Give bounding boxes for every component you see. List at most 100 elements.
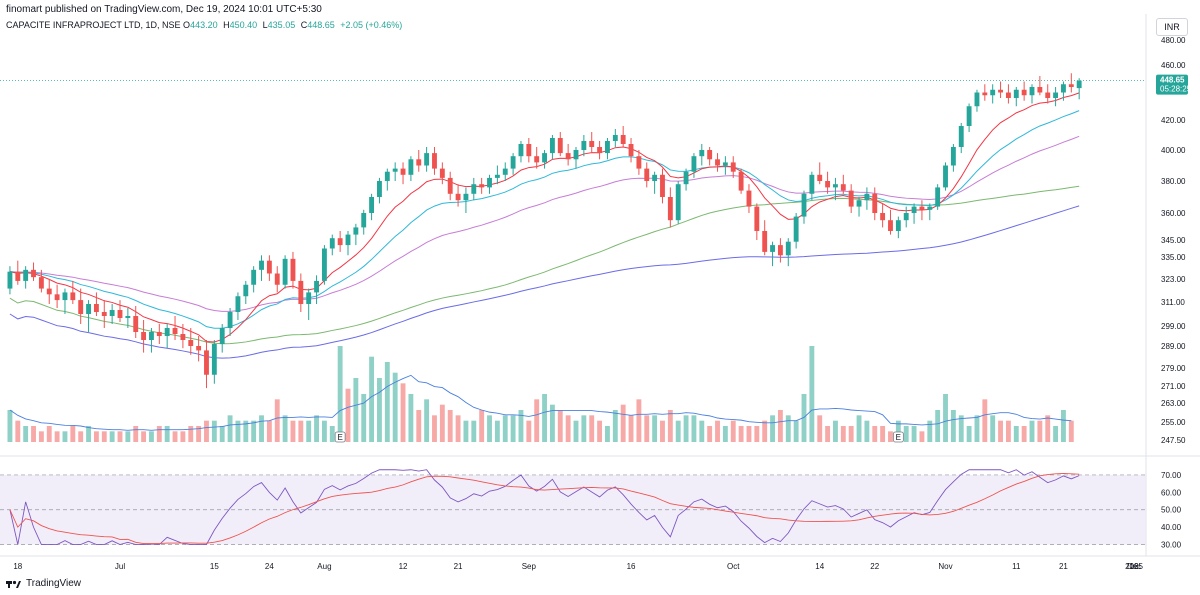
footer-brand[interactable]: TradingView — [26, 578, 82, 589]
ema-line-10 — [9, 92, 1080, 343]
candle — [384, 168, 390, 191]
earnings-marker-label: E — [337, 433, 342, 442]
open-label: O — [183, 20, 191, 30]
candle — [777, 238, 783, 263]
candle-body — [754, 206, 760, 231]
candle-body — [487, 177, 492, 188]
candle — [825, 171, 831, 194]
volume-bar — [455, 415, 461, 442]
price-tick-label: 460.00 — [1161, 61, 1186, 70]
volume-bar — [345, 388, 351, 442]
volume-bar — [542, 394, 547, 442]
rsi-line — [9, 469, 1080, 545]
candle — [754, 203, 760, 240]
candles — [7, 73, 1082, 389]
earnings-marker-box — [334, 431, 346, 443]
candle — [1076, 78, 1082, 100]
volume-bar — [1037, 420, 1043, 442]
volume-bar — [856, 415, 862, 442]
candle — [455, 184, 461, 207]
volume-bar — [204, 420, 209, 442]
candle-body — [101, 312, 107, 316]
candle — [329, 234, 335, 256]
tradingview-logo-icon — [6, 580, 21, 588]
volume-bar — [982, 399, 988, 442]
currency-badge[interactable]: INR — [1156, 18, 1188, 36]
candle — [471, 177, 477, 201]
candle — [746, 184, 752, 213]
candle — [487, 174, 492, 194]
candle — [557, 132, 563, 157]
volume-bar — [510, 415, 516, 442]
price-tick-label: 335.00 — [1161, 253, 1186, 262]
rsi-tick-label: 40.00 — [1161, 523, 1182, 532]
symbol-name[interactable]: CAPACITE INFRAPROJECT LTD, 1D, NSE — [6, 20, 181, 30]
candle — [31, 262, 36, 281]
candle-body — [54, 294, 60, 301]
footer: TradingView — [6, 578, 81, 589]
candle-body — [1068, 84, 1074, 87]
candle-body — [266, 260, 272, 274]
time-tick-label: 22 — [870, 562, 879, 571]
candle-body — [384, 171, 390, 181]
volume-bar — [62, 431, 68, 442]
candle — [943, 162, 948, 191]
volume-bar — [149, 431, 154, 442]
volume-bar — [762, 420, 768, 442]
candle — [133, 306, 139, 338]
volume-ma-line — [9, 374, 1072, 431]
volume-bar — [93, 431, 99, 442]
candle — [573, 147, 579, 169]
candle-body — [494, 174, 500, 178]
candle — [518, 141, 524, 163]
volume-bar — [54, 431, 60, 442]
candle — [432, 147, 437, 175]
candle — [1053, 87, 1059, 107]
candle — [565, 144, 571, 166]
candle — [919, 200, 925, 221]
volume-bar — [219, 426, 225, 442]
candle-body — [211, 344, 217, 375]
candle — [463, 187, 469, 213]
time-tick-label: 16 — [1130, 562, 1139, 571]
volume-bar — [770, 415, 775, 442]
candle — [581, 135, 587, 157]
price-tick-label: 263.00 — [1161, 399, 1186, 408]
volume-bar — [612, 410, 618, 442]
candle-body — [447, 177, 453, 194]
volume-bar — [833, 420, 838, 442]
candle — [667, 187, 673, 228]
candle — [314, 275, 319, 304]
volume-bar — [793, 420, 799, 442]
candle — [70, 280, 76, 304]
candle-body — [180, 334, 186, 340]
candle-body — [235, 296, 241, 312]
candle-body — [1029, 87, 1035, 96]
earnings-marker-box — [892, 431, 904, 443]
candle — [856, 197, 862, 217]
price-tick-label: 323.00 — [1161, 275, 1186, 284]
candle — [1005, 84, 1011, 104]
volume-bar — [133, 426, 139, 442]
open-value: 443.20 — [190, 20, 218, 30]
candle-body — [1045, 92, 1051, 98]
candle-body — [597, 147, 603, 154]
published-line: finomart published on TradingView.com, D… — [6, 4, 322, 15]
candle-body — [652, 174, 658, 181]
candle-body — [888, 220, 893, 231]
candle-body — [46, 288, 52, 295]
volume-bar — [809, 346, 815, 442]
time-tick-label: 18 — [13, 562, 22, 571]
candle-body — [1005, 92, 1011, 98]
volume-bar — [644, 415, 650, 442]
candle — [770, 241, 775, 267]
volume-bar — [424, 399, 430, 442]
volume-bar — [683, 415, 689, 442]
candle-body — [1053, 92, 1059, 98]
candle — [321, 245, 327, 285]
price-tick-label: 255.00 — [1161, 418, 1186, 427]
candle — [101, 300, 107, 328]
low-value: 435.05 — [267, 20, 296, 30]
candle — [950, 144, 956, 172]
